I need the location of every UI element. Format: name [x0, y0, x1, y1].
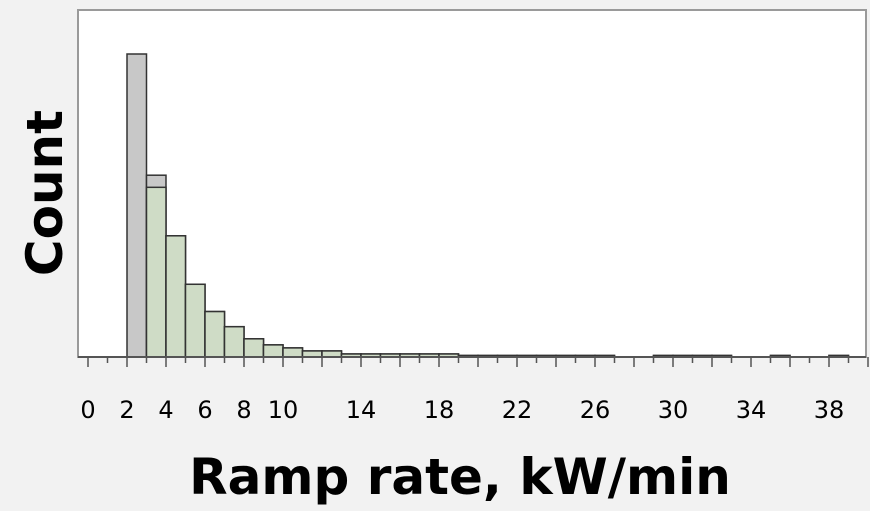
- histogram-bin: [262, 344, 284, 358]
- histogram-bin: [184, 283, 206, 358]
- bar-highlighted: [262, 344, 284, 358]
- x-tick-label: 4: [158, 396, 173, 424]
- y-axis-title: Count: [16, 109, 74, 277]
- histogram-bin: [204, 310, 226, 358]
- x-tick-label: 2: [119, 396, 134, 424]
- bars-layer: [126, 53, 850, 358]
- x-tick-label: 22: [502, 396, 533, 424]
- x-tick-label: 14: [346, 396, 377, 424]
- bar-highlighted: [145, 186, 167, 358]
- histogram-bin: [243, 338, 265, 358]
- x-tick-label: 18: [424, 396, 455, 424]
- bar-highlighted: [223, 325, 245, 358]
- x-tick-label: 6: [197, 396, 212, 424]
- histogram-bin: [223, 325, 245, 358]
- x-tick-label: 34: [736, 396, 767, 424]
- histogram-bin: [165, 235, 187, 358]
- x-tick-label: 38: [814, 396, 845, 424]
- bar-highlighted: [243, 338, 265, 358]
- bar-highlighted: [282, 347, 304, 358]
- x-axis-title: Ramp rate, kW/min: [189, 448, 731, 506]
- x-tick-label: 0: [80, 396, 95, 424]
- histogram-bin: [126, 53, 148, 358]
- x-tick-label: 8: [236, 396, 251, 424]
- x-tick-label: 30: [658, 396, 689, 424]
- histogram-bin: [145, 174, 167, 358]
- histogram-bin: [282, 347, 304, 358]
- bar-highlighted: [165, 235, 187, 358]
- x-ticks: [87, 357, 869, 367]
- plot-background: [77, 9, 867, 358]
- bar-total: [126, 53, 148, 358]
- x-tick-label: 10: [268, 396, 299, 424]
- bar-highlighted: [204, 310, 226, 358]
- x-tick-labels: 0 2 4 6 8 10 14 18 22 26 30 34 38: [80, 396, 844, 424]
- bar-highlighted: [184, 283, 206, 358]
- x-tick-label: 26: [580, 396, 611, 424]
